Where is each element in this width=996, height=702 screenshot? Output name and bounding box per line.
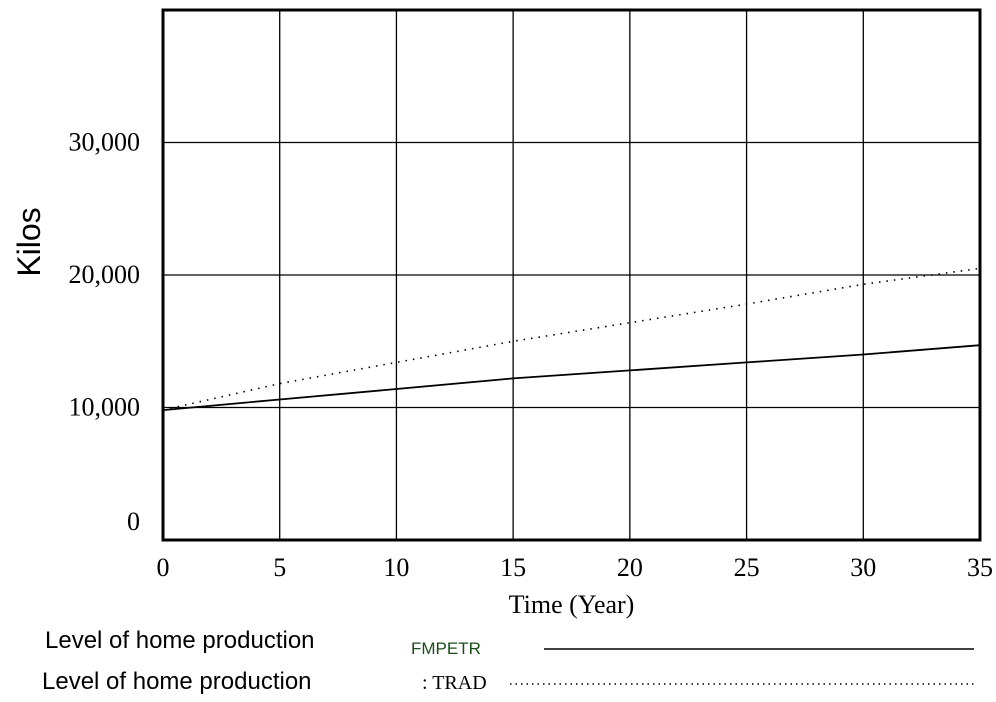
legend-tag-1: FMPETR bbox=[411, 639, 481, 658]
x-tick-label: 35 bbox=[967, 553, 993, 582]
y-tick-label: 10,000 bbox=[69, 393, 141, 422]
series-line-2 bbox=[162, 267, 981, 411]
x-tick-labels: 0 5 10 15 20 25 30 35 bbox=[157, 553, 994, 582]
series-line-1 bbox=[162, 344, 981, 411]
legend-label-2: Level of home production bbox=[42, 668, 312, 695]
x-tick-label: 30 bbox=[850, 553, 876, 582]
x-tick-label: 0 bbox=[157, 553, 170, 582]
x-tick-label: 15 bbox=[500, 553, 526, 582]
x-tick-label: 5 bbox=[273, 553, 286, 582]
y-tick-label: 0 bbox=[127, 507, 140, 536]
x-tick-label: 25 bbox=[734, 553, 760, 582]
grid-lines bbox=[163, 10, 980, 540]
y-tick-label: 30,000 bbox=[69, 128, 141, 157]
plot-frame bbox=[161, 8, 982, 542]
y-tick-label: 20,000 bbox=[69, 260, 141, 289]
legend: Level of home production FMPETR Level of… bbox=[42, 627, 974, 695]
y-tick-labels: 0 10,000 20,000 30,000 bbox=[69, 128, 141, 537]
legend-label-1: Level of home production bbox=[45, 627, 315, 654]
x-axis-title: Time (Year) bbox=[509, 590, 635, 619]
legend-tag-2: : TRAD bbox=[422, 672, 487, 694]
x-tick-label: 10 bbox=[383, 553, 409, 582]
series-lines bbox=[162, 267, 981, 411]
y-axis-title: Kilos bbox=[11, 207, 47, 276]
x-tick-label: 20 bbox=[617, 553, 643, 582]
